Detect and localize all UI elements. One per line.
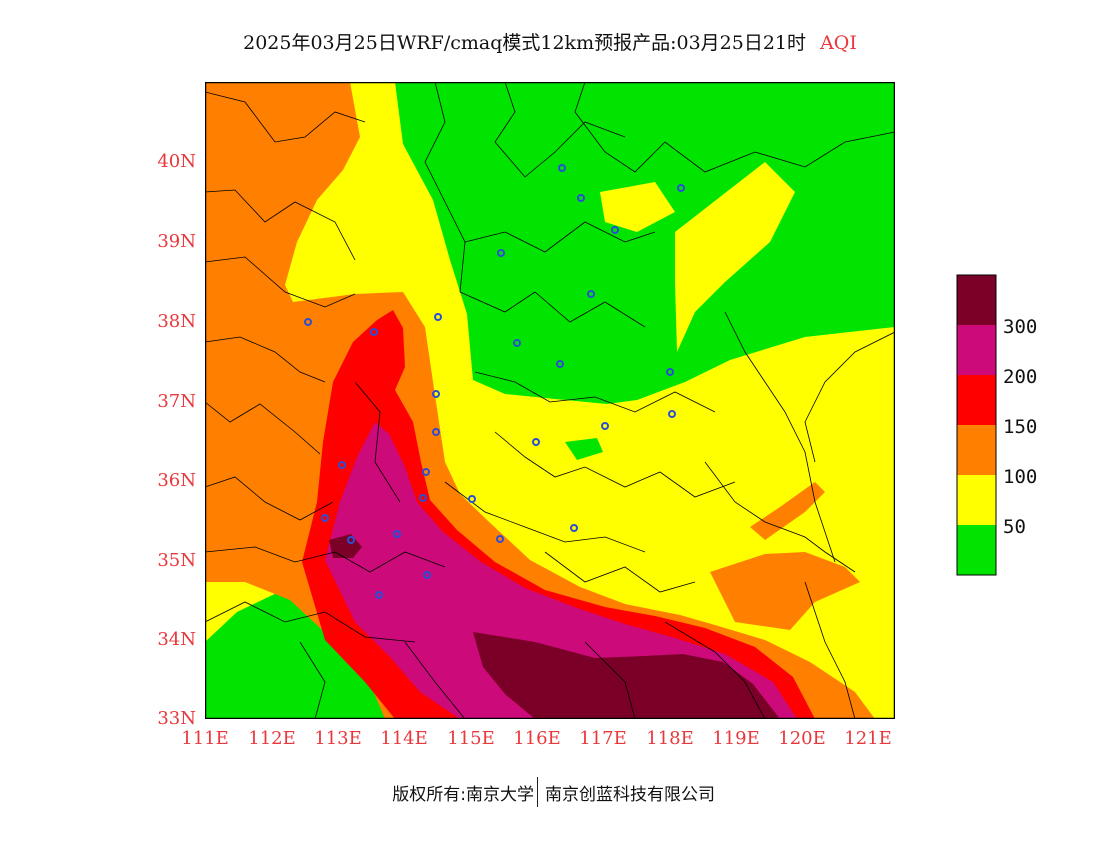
yellow-patch-north: [600, 182, 675, 232]
lon-label-115e: 115E: [447, 728, 495, 749]
station-marker: [577, 194, 585, 202]
legend-swatch-50-100: [957, 475, 996, 525]
maroon-region-southeast: [473, 632, 780, 719]
lat-label-40n: 40N: [157, 151, 196, 172]
footer-separator: [537, 777, 538, 807]
lat-label-38n: 38N: [157, 311, 196, 332]
lon-label-121e: 121E: [844, 728, 892, 749]
station-marker: [432, 428, 440, 436]
station-marker: [570, 524, 578, 532]
legend-swatch-150-200: [957, 375, 996, 425]
variable-label: AQI: [820, 32, 857, 54]
company-text: 南京创蓝科技有限公司: [545, 785, 715, 805]
legend-label-200: 200: [1003, 366, 1038, 388]
station-marker: [668, 410, 676, 418]
station-marker: [422, 468, 430, 476]
station-marker: [321, 514, 329, 522]
station-marker: [370, 328, 378, 336]
lat-label-37n: 37N: [157, 391, 196, 412]
station-marker: [587, 290, 595, 298]
map-frame: [205, 82, 895, 719]
magenta-region: [325, 422, 797, 719]
orange-region-southeast: [710, 552, 860, 630]
orange-region-northeast-strip: [750, 482, 825, 540]
station-marker: [419, 494, 427, 502]
station-marker: [304, 318, 312, 326]
station-markers: [304, 164, 685, 599]
footer: 版权所有:南京大学 南京创蓝科技有限公司: [0, 777, 1100, 810]
station-marker: [601, 422, 609, 430]
lat-label-34n: 34N: [157, 629, 196, 650]
legend-frame: [956, 274, 997, 576]
lon-label-111e: 111E: [181, 728, 229, 749]
station-marker: [532, 438, 540, 446]
legend-label-100: 100: [1003, 466, 1038, 488]
green-patch-center: [565, 438, 603, 460]
legend-label-50: 50: [1003, 516, 1026, 538]
lon-label-118e: 118E: [646, 728, 694, 749]
legend-label-300: 300: [1003, 316, 1038, 338]
station-marker: [611, 226, 619, 234]
station-marker: [496, 535, 504, 543]
lon-label-116e: 116E: [513, 728, 561, 749]
station-marker: [468, 495, 476, 503]
station-marker: [432, 390, 440, 398]
station-marker: [556, 360, 564, 368]
lon-label-112e: 112E: [248, 728, 296, 749]
station-marker: [347, 536, 355, 544]
legend-label-150: 150: [1003, 416, 1038, 438]
green-region-north: [395, 82, 895, 404]
station-marker: [434, 313, 442, 321]
lon-label-113e: 113E: [314, 728, 362, 749]
title-text: 2025年03月25日WRF/cmaq模式12km预报产品:03月25日21时: [243, 32, 807, 54]
lon-label-119e: 119E: [712, 728, 760, 749]
copyright-text: 版权所有:南京大学: [392, 785, 534, 805]
lat-label-39n: 39N: [157, 231, 196, 252]
station-marker: [375, 591, 383, 599]
legend-swatch-0-50: [957, 525, 996, 575]
yellow-bulge-east: [675, 162, 795, 352]
lat-label-36n: 36N: [157, 470, 196, 491]
lat-label-35n: 35N: [157, 550, 196, 571]
boundary-lines: [205, 82, 895, 719]
legend-swatch-200-300: [957, 325, 996, 375]
station-marker: [497, 249, 505, 257]
aqi-legend: [956, 274, 997, 576]
legend-swatch-100-150: [957, 425, 996, 475]
station-marker: [423, 571, 431, 579]
aqi-map[interactable]: [205, 82, 895, 719]
station-marker: [558, 164, 566, 172]
legend-swatch-300plus: [957, 275, 996, 325]
lon-label-114e: 114E: [380, 728, 428, 749]
lon-label-117e: 117E: [579, 728, 627, 749]
station-marker: [666, 368, 674, 376]
lat-label-33n: 33N: [157, 708, 196, 729]
station-marker: [513, 339, 521, 347]
lon-label-120e: 120E: [778, 728, 826, 749]
station-marker: [338, 461, 346, 469]
station-marker: [393, 530, 401, 538]
map-title: 2025年03月25日WRF/cmaq模式12km预报产品:03月25日21时 …: [0, 28, 1100, 55]
station-marker: [677, 184, 685, 192]
